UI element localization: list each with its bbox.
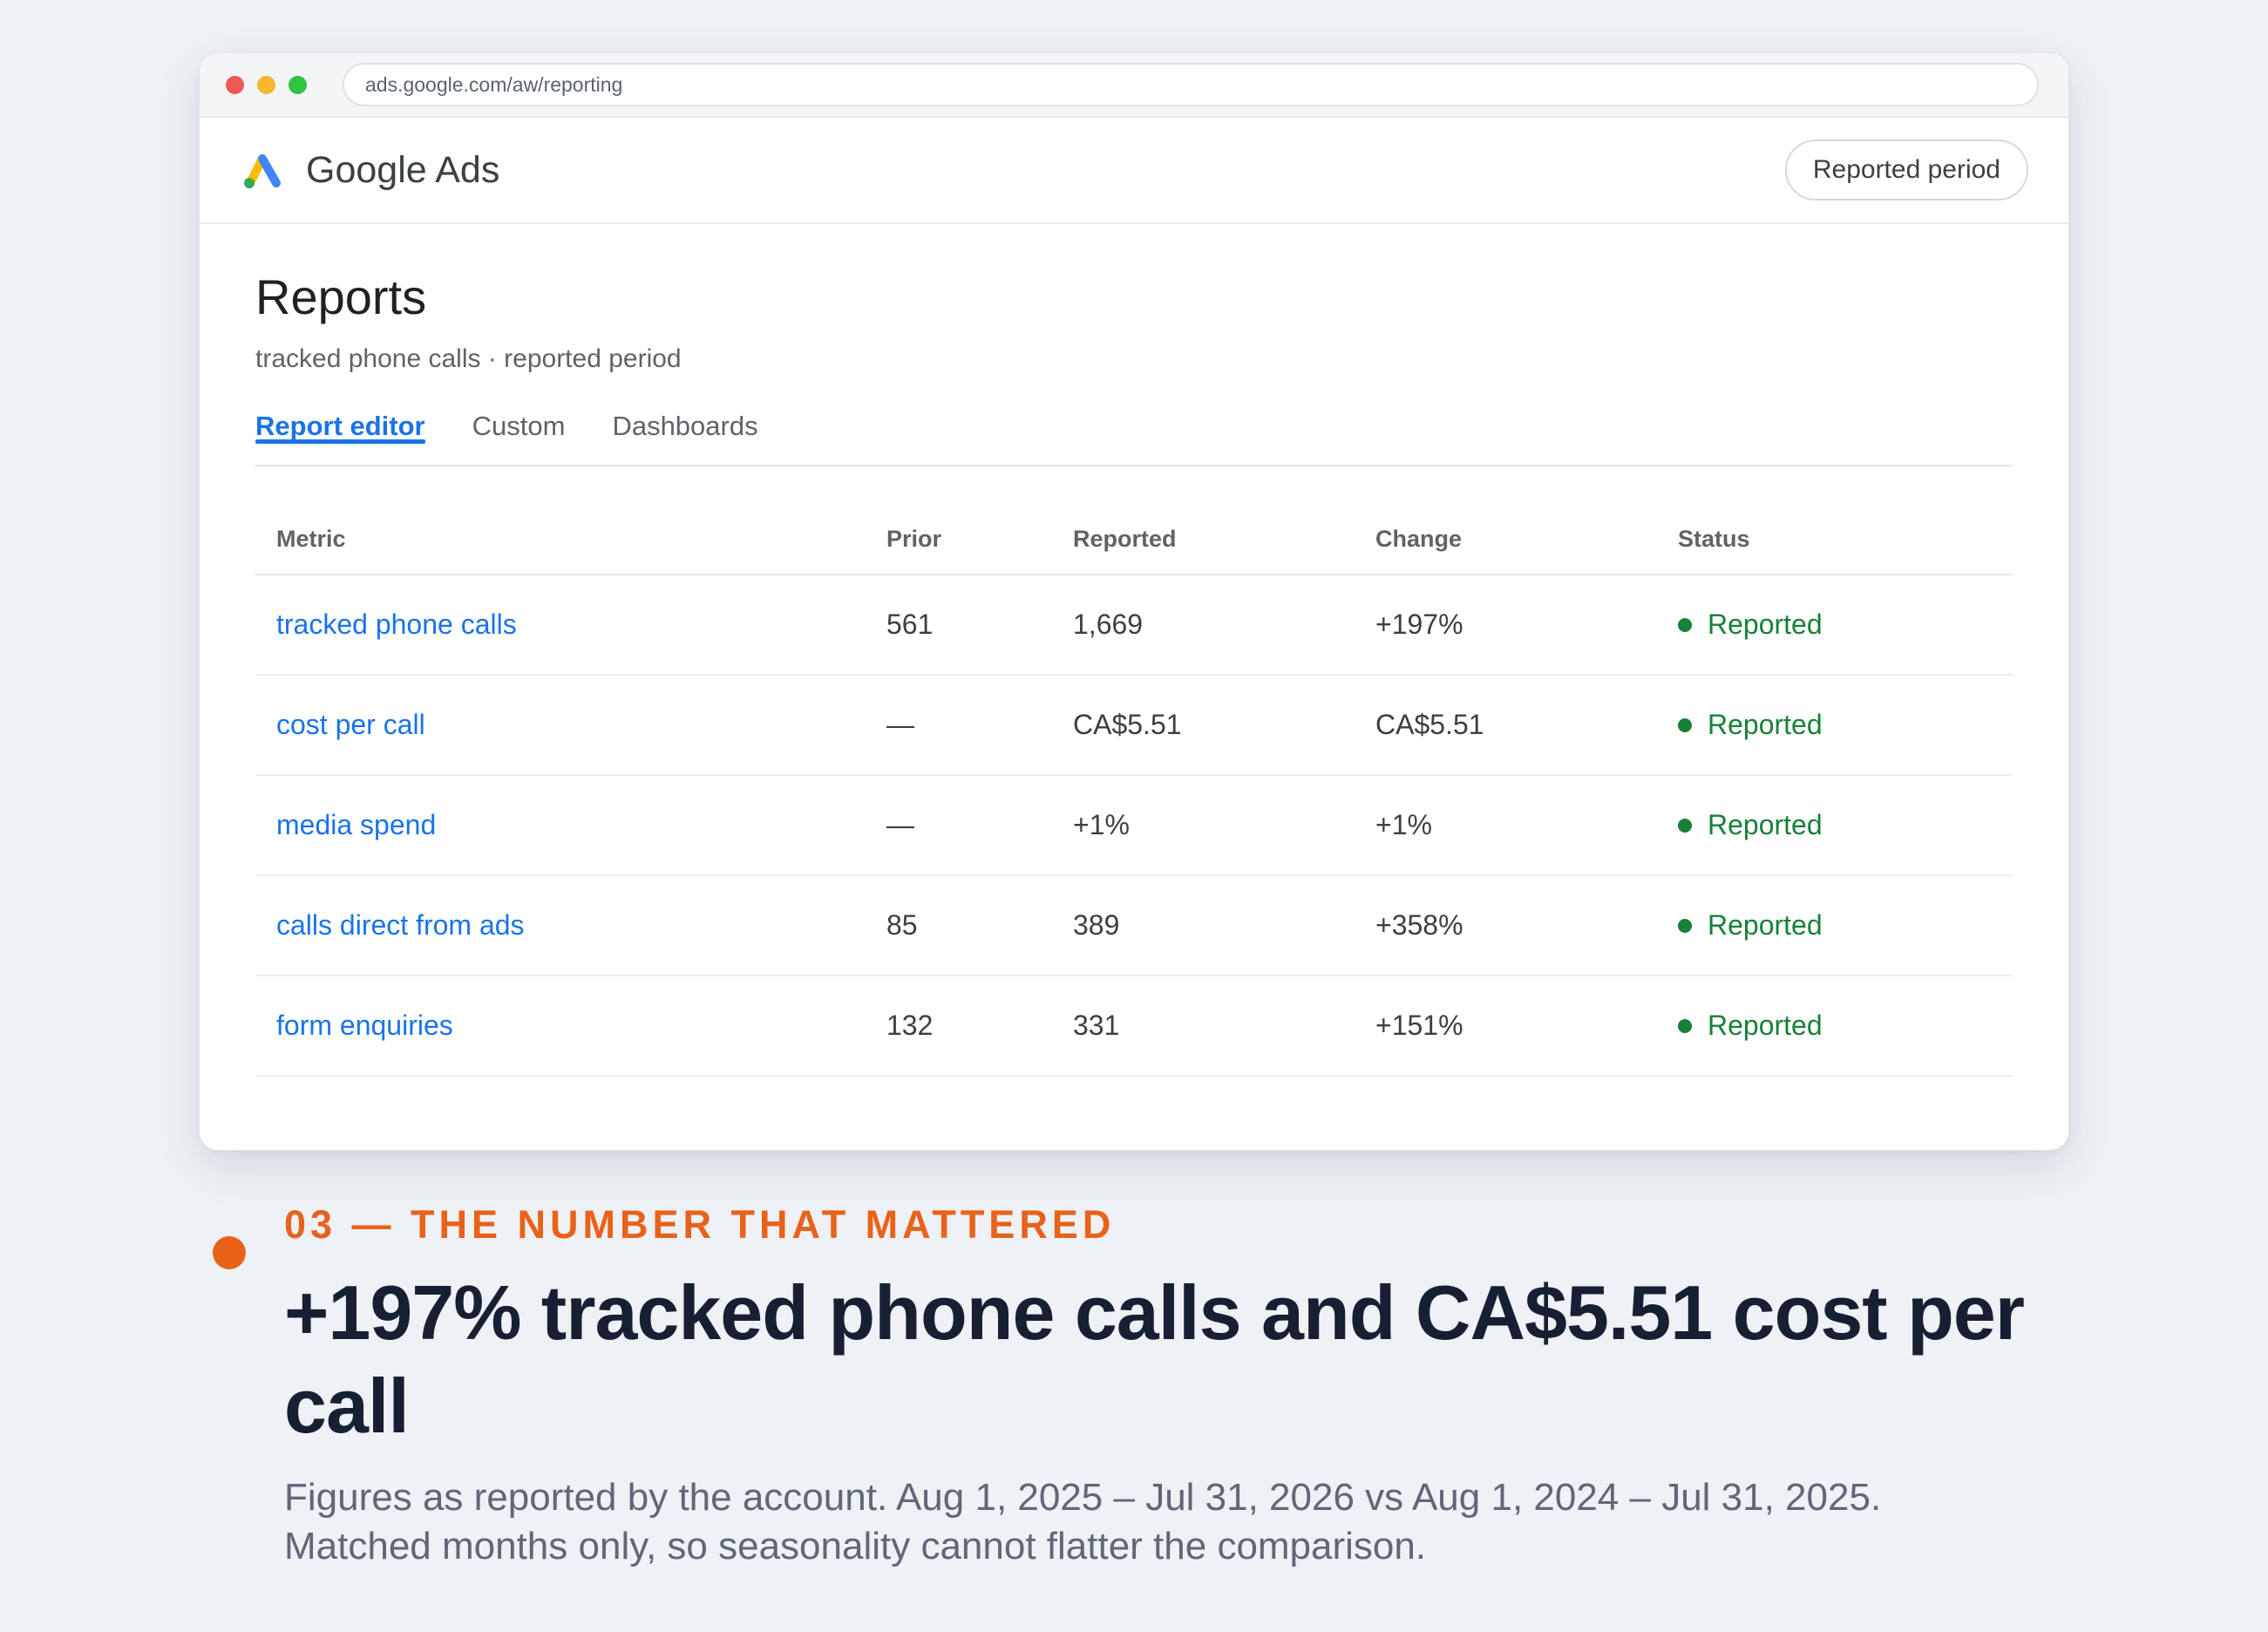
metric-link[interactable]: calls direct from ads (255, 875, 866, 976)
table-row: form enquiries 132 331 +151% Reported (255, 976, 2013, 1077)
status-cell: Reported (1657, 976, 2013, 1077)
status-dot-icon (1678, 918, 1692, 933)
orange-bullet-icon (213, 1236, 246, 1269)
page-subtitle: tracked phone calls · reported period (255, 344, 682, 373)
status-cell: Reported (1657, 875, 2013, 976)
report-table: Metric Prior Reported Change Status trac… (255, 505, 2013, 1077)
section-eyebrow: 03 — THE NUMBER THAT MATTERED (284, 1202, 1116, 1247)
column-header-reported[interactable]: Reported (1052, 505, 1355, 575)
brand[interactable]: Google Ads (241, 149, 499, 192)
address-bar-url: ads.google.com/aw/reporting (365, 72, 623, 96)
address-bar[interactable]: ads.google.com/aw/reporting (343, 63, 2039, 106)
reported-value: 389 (1052, 875, 1355, 976)
status-label: Reported (1708, 609, 1823, 640)
change-value: +151% (1355, 976, 1657, 1077)
reported-value: 1,669 (1052, 575, 1355, 676)
google-ads-logo-icon (244, 154, 281, 188)
page-title: Reports (255, 269, 427, 324)
reported-value: +1% (1052, 775, 1355, 876)
metric-link[interactable]: media spend (255, 775, 866, 876)
main-content: Reports tracked phone calls · reported p… (200, 224, 2068, 1077)
tab-dashboards[interactable]: Dashboards (612, 411, 758, 441)
metric-link[interactable]: cost per call (255, 675, 866, 776)
tab-custom[interactable]: Custom (472, 411, 566, 441)
prior-value: 132 (866, 976, 1052, 1077)
status-dot-icon (1678, 717, 1692, 732)
browser-titlebar: ads.google.com/aw/reporting (200, 53, 2068, 118)
prior-value: 561 (866, 575, 1052, 676)
maximize-dot-icon[interactable] (289, 75, 307, 94)
metric-link[interactable]: tracked phone calls (255, 575, 866, 676)
table-row: media spend — +1% +1% Reported (255, 775, 2013, 876)
prior-value: — (866, 775, 1052, 876)
column-header-change[interactable]: Change (1355, 505, 1657, 575)
table-row: cost per call — CA$5.51 CA$5.51 Reported (255, 675, 2013, 776)
tab-report-editor[interactable]: Report editor (255, 411, 425, 444)
headline: +197% tracked phone calls and CA$5.51 co… (284, 1268, 2025, 1449)
status-label: Reported (1708, 709, 1823, 740)
column-header-prior[interactable]: Prior (866, 505, 1052, 575)
table-header-row: Metric Prior Reported Change Status (255, 505, 2013, 575)
status-cell: Reported (1657, 675, 2013, 776)
report-tabs: Report editor Custom Dashboards (255, 411, 2013, 466)
status-cell: Reported (1657, 575, 2013, 676)
browser-window: ads.google.com/aw/reporting Google Ads R… (199, 52, 2069, 1151)
status-dot-icon (1678, 818, 1692, 833)
caption-block: 03 — THE NUMBER THAT MATTERED +197% trac… (213, 1203, 2043, 1570)
change-value: +358% (1355, 875, 1657, 976)
column-header-metric[interactable]: Metric (255, 505, 866, 575)
change-value: +197% (1355, 575, 1657, 676)
app-header: Google Ads Reported period (200, 118, 2068, 224)
status-label: Reported (1708, 809, 1823, 840)
table-row: tracked phone calls 561 1,669 +197% Repo… (255, 575, 2013, 676)
change-value: +1% (1355, 775, 1657, 876)
footnote: Figures as reported by the account. Aug … (284, 1476, 1882, 1567)
reported-period-button[interactable]: Reported period (1784, 139, 2028, 201)
app-name: Google Ads (306, 148, 500, 191)
status-dot-icon (1678, 1018, 1692, 1033)
column-header-status[interactable]: Status (1657, 505, 2013, 575)
status-cell: Reported (1657, 775, 2013, 876)
metric-link[interactable]: form enquiries (255, 976, 866, 1077)
table-row: calls direct from ads 85 389 +358% Repor… (255, 875, 2013, 976)
status-label: Reported (1708, 909, 1823, 941)
status-label: Reported (1708, 1010, 1823, 1041)
reported-value: 331 (1052, 976, 1355, 1077)
prior-value: 85 (866, 875, 1052, 976)
change-value: CA$5.51 (1355, 675, 1657, 776)
prior-value: — (866, 675, 1052, 776)
status-dot-icon (1678, 617, 1692, 632)
reported-value: CA$5.51 (1052, 675, 1355, 776)
close-dot-icon[interactable] (226, 75, 244, 94)
minimize-dot-icon[interactable] (257, 75, 275, 94)
